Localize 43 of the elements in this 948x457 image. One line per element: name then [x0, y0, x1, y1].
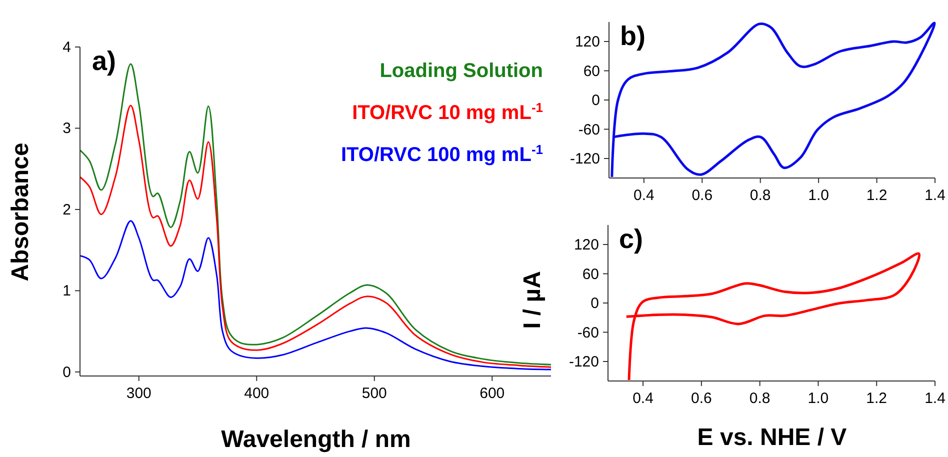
y-tick-label: 60	[583, 62, 600, 80]
x-tick-label: 1.2	[866, 390, 888, 407]
x-tick-label: 0.6	[692, 187, 713, 204]
chart-title: c)	[619, 224, 644, 254]
x-tick-label: 500	[362, 385, 387, 402]
x-tick-label: 1.4	[924, 187, 946, 204]
x-tick-label: 0.8	[750, 187, 771, 204]
y-tick-label: 2	[62, 201, 71, 218]
y-tick-label: 0	[592, 92, 600, 109]
text: ITO/RVC 100 mg mL$^{-1}$	[341, 142, 543, 166]
x-tick-label: 0.8	[749, 390, 770, 407]
x-tick-label: 1.0	[808, 390, 829, 407]
x-tick-label: 0.4	[634, 187, 654, 204]
x-tick-label: 1.4	[924, 390, 946, 407]
y-tick-label: 120	[574, 34, 600, 50]
x-tick-label: 400	[244, 385, 270, 402]
chart-title: a)	[92, 46, 116, 76]
y-tick-label: -60	[578, 121, 600, 138]
y-tick-label: -120	[570, 150, 600, 168]
y-tick-label: 1	[62, 282, 71, 300]
x-tick-label: 0.4	[632, 390, 654, 407]
y-axis-title: I / µA	[519, 271, 546, 329]
line-series	[80, 220, 552, 370]
x-axis-title: E vs. NHE / V	[697, 424, 847, 451]
text: Loading Solution	[380, 60, 543, 82]
chart-title: b)	[620, 21, 646, 51]
x-tick-label: 600	[480, 385, 505, 402]
x-tick-label: 1.0	[808, 187, 829, 204]
x-tick-label: 300	[126, 385, 152, 402]
x-tick-label: 1.2	[866, 187, 888, 204]
y-axis-title: Absorbance	[7, 142, 34, 282]
y-tick-label: 0	[590, 295, 599, 312]
y-tick-label: 4	[62, 39, 71, 56]
y-tick-label: 3	[62, 120, 71, 138]
text: ITO/RVC 10 mg mL$^{-1}$	[352, 100, 543, 124]
y-tick-label: -60	[577, 324, 599, 342]
y-tick-label: 0	[62, 364, 71, 381]
line-series	[625, 252, 921, 381]
x-axis-title: Wavelength / nm	[221, 426, 411, 453]
y-tick-label: 120	[574, 236, 599, 254]
y-tick-label: -120	[568, 354, 599, 370]
y-tick-label: 60	[582, 266, 599, 283]
x-tick-label: 0.6	[691, 390, 712, 407]
